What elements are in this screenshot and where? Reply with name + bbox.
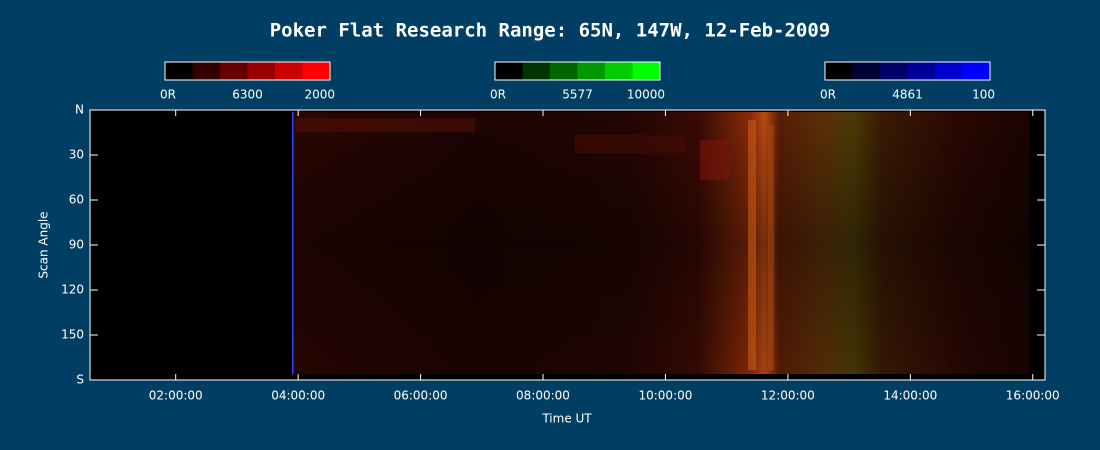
x-tick-label: 16:00:00 (1006, 389, 1060, 403)
colorbar-name: 5577 (562, 88, 593, 102)
colorbar-swatch (577, 62, 605, 80)
colorbar-min-label: 0R (160, 88, 176, 102)
colorbar-swatch (550, 62, 578, 80)
x-tick-label: 12:00:00 (761, 389, 815, 403)
colorbar-swatch (632, 62, 660, 80)
colorbar-swatch (192, 62, 220, 80)
colorbar-name: 4861 (892, 88, 923, 102)
colorbar-max-label: 10000 (627, 88, 665, 102)
y-tick-label: N (75, 103, 84, 117)
colorbar-swatch (907, 62, 935, 80)
colorbar-max-label: 100 (972, 88, 995, 102)
colorbar-swatch (962, 62, 990, 80)
y-tick-label: S (76, 373, 84, 387)
x-tick-label: 04:00:00 (271, 389, 325, 403)
colorbar-swatch (495, 62, 523, 80)
colorbar-swatch (302, 62, 330, 80)
x-tick-label: 14:00:00 (883, 389, 937, 403)
colorbar-min-label: 0R (490, 88, 506, 102)
colorbar-name: 6300 (232, 88, 263, 102)
y-tick-label: 60 (69, 193, 84, 207)
keogram-image (90, 110, 1045, 380)
colorbar-swatch (275, 62, 303, 80)
y-tick-label: 90 (69, 238, 84, 252)
x-tick-label: 08:00:00 (516, 389, 570, 403)
colorbar-swatch (247, 62, 275, 80)
y-tick-label: 120 (61, 283, 84, 297)
colorbar-frame (824, 61, 991, 81)
x-tick-label: 06:00:00 (394, 389, 448, 403)
colorbar-swatch (880, 62, 908, 80)
colorbar-frame (164, 61, 331, 81)
colorbar-swatch (825, 62, 853, 80)
y-axis-label: Scan Angle (37, 211, 51, 278)
colorbar-swatch (852, 62, 880, 80)
colorbar-frame (494, 61, 661, 81)
colorbar-max-label: 2000 (304, 88, 335, 102)
chart-title: Poker Flat Research Range: 65N, 147W, 12… (270, 20, 831, 42)
y-tick-label: 30 (69, 148, 84, 162)
colorbar-swatch (165, 62, 193, 80)
x-tick-label: 10:00:00 (638, 389, 692, 403)
colorbar-swatch (522, 62, 550, 80)
colorbar-swatch (935, 62, 963, 80)
x-tick-label: 02:00:00 (149, 389, 203, 403)
colorbar-min-label: 0R (820, 88, 836, 102)
x-axis-label: Time UT (541, 412, 592, 426)
colorbar-swatch (220, 62, 248, 80)
y-tick-label: 150 (61, 328, 84, 342)
colorbar-swatch (605, 62, 633, 80)
